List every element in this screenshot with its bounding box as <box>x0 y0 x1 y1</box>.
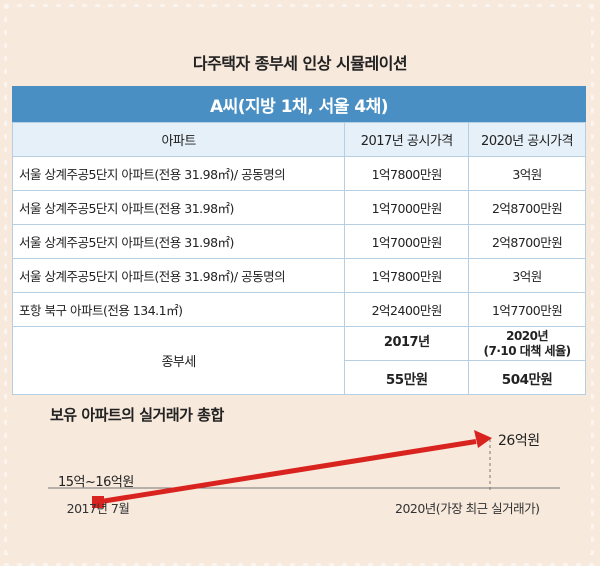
price-2017: 2억2400만원 <box>344 292 470 327</box>
case-banner: A씨(지방 1채, 서울 4채) <box>12 86 586 122</box>
table-row: 서울 상계주공5단지 아파트(전용 31.98㎡)/ 공동명의 1억7800만원… <box>11 156 586 191</box>
x-label-start: 2017년 7월 <box>67 501 130 516</box>
price-2020: 3억원 <box>468 258 586 293</box>
trend-arrow-head <box>474 430 492 448</box>
tax-year-2017: 2017년 <box>344 326 470 361</box>
tax-value-2020: 504만원 <box>468 360 586 395</box>
price-2017: 1억7800만원 <box>344 156 470 191</box>
price-2020: 2억8700만원 <box>468 224 586 259</box>
apartment-name: 포항 북구 아파트(전용 134.1㎡) <box>11 292 346 327</box>
chart-title: 보유 아파트의 실거래가 총합 <box>50 406 224 424</box>
tax-year-2020-cell: 2020년 (7·10 대책 세율) <box>468 326 586 361</box>
price-2020: 2억8700만원 <box>468 190 586 225</box>
table-row: 서울 상계주공5단지 아파트(전용 31.98㎡)/ 공동명의 1억7800만원… <box>11 258 586 293</box>
tax-label: 종부세 <box>11 326 346 395</box>
start-point-marker <box>92 496 104 508</box>
price-table: 아파트 2017년 공시가격 2020년 공시가격 서울 상계주공5단지 아파트… <box>11 122 586 395</box>
header-2017-price: 2017년 공시가격 <box>344 122 470 157</box>
price-trend-chart: 보유 아파트의 실거래가 총합 15억~16억원 26억원 2017년 7월 2020년… <box>48 406 560 516</box>
table-row: 서울 상계주공5단지 아파트(전용 31.98㎡) 1억7000만원 2억870… <box>11 190 586 225</box>
tax-value-row: 55만원 504만원 <box>13 360 586 395</box>
tax-year-row: 종부세 2017년 2020년 (7·10 대책 세율) <box>11 326 586 395</box>
apartment-name: 서울 상계주공5단지 아파트(전용 31.98㎡) <box>11 224 346 259</box>
price-2020: 1억7700만원 <box>468 292 586 327</box>
price-2020: 3억원 <box>468 156 586 191</box>
x-label-end: 2020년(가장 최근 실거래가) <box>395 501 540 516</box>
apartment-name: 서울 상계주공5단지 아파트(전용 31.98㎡)/ 공동명의 <box>11 258 346 293</box>
header-apartment: 아파트 <box>11 122 346 157</box>
tax-year-2020-note: (7·10 대책 세율) <box>483 343 572 358</box>
tax-year-2020: 2020년 <box>506 328 549 343</box>
apartment-name: 서울 상계주공5단지 아파트(전용 31.98㎡)/ 공동명의 <box>11 156 346 191</box>
header-2020-price: 2020년 공시가격 <box>468 122 586 157</box>
price-2017: 1억7000만원 <box>344 224 470 259</box>
start-value-label: 15억~16억원 <box>58 475 134 490</box>
apartment-name: 서울 상계주공5단지 아파트(전용 31.98㎡) <box>11 190 346 225</box>
trend-line <box>97 439 477 505</box>
table-row: 포항 북구 아파트(전용 134.1㎡) 2억2400만원 1억7700만원 <box>11 292 586 327</box>
table-row: 서울 상계주공5단지 아파트(전용 31.98㎡) 1억7000만원 2억870… <box>11 224 586 259</box>
infographic-title: 다주택자 종부세 인상 시뮬레이션 <box>192 54 408 73</box>
end-value-label: 26억원 <box>498 433 540 449</box>
table-header-row: 아파트 2017년 공시가격 2020년 공시가격 <box>11 122 586 157</box>
tax-value-2017: 55만원 <box>344 360 470 395</box>
price-2017: 1억7800만원 <box>344 258 470 293</box>
price-2017: 1억7000만원 <box>344 190 470 225</box>
